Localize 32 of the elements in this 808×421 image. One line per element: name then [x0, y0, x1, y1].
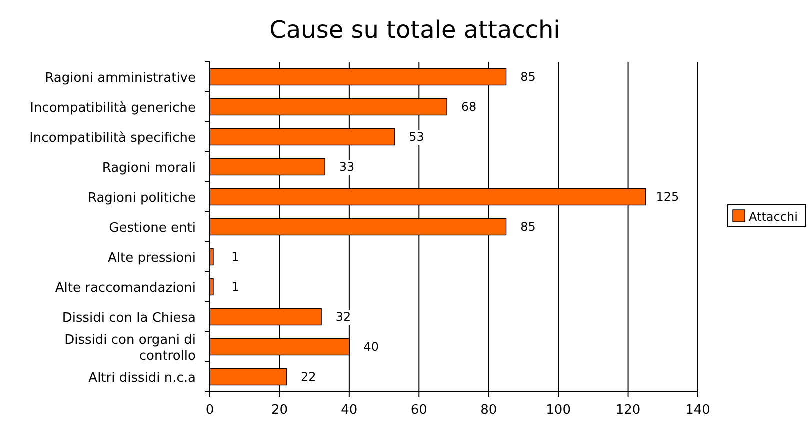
x-tick-label: 140 [686, 403, 710, 418]
x-tick-label: 40 [341, 403, 358, 418]
x-tick-label: 120 [616, 403, 641, 418]
data-label: 53 [409, 130, 424, 144]
x-tick-label: 60 [410, 403, 428, 418]
data-label: 40 [364, 340, 380, 354]
x-tick-label: 80 [480, 403, 498, 418]
data-label: 33 [339, 160, 355, 174]
y-tick-label: Alte raccomandazioni [55, 281, 196, 296]
y-tick-label: Ragioni morali [102, 161, 196, 176]
data-label: 85 [520, 220, 536, 234]
y-tick-label: Ragioni amministrative [45, 71, 196, 86]
chart-title: Cause su totale attacchi [270, 16, 560, 44]
y-tick-label: Ragioni politiche [88, 191, 196, 206]
data-label: 22 [301, 370, 316, 384]
legend-label: Attacchi [749, 210, 798, 224]
x-tick-label: 0 [206, 403, 214, 418]
data-label: 68 [461, 100, 477, 114]
data-label: 125 [656, 190, 680, 204]
data-label: 32 [336, 310, 352, 324]
x-tick-label: 20 [271, 403, 288, 418]
y-tick-label: Dissidi con la Chiesa [62, 311, 196, 326]
y-tick-label: Dissidi con organi di controllo [64, 333, 196, 364]
data-label: 85 [520, 70, 536, 84]
y-tick-label: Alte pressioni [108, 251, 196, 266]
y-tick-label: Incompatibilità generiche [30, 101, 196, 116]
y-tick-label: Altri dissidi n.c.a [88, 371, 196, 386]
y-tick-label: Incompatibilità specifiche [30, 131, 196, 146]
y-tick-label: Gestione enti [109, 221, 196, 236]
x-tick-label: 100 [546, 403, 571, 418]
data-label: 1 [232, 250, 240, 264]
data-label: 1 [232, 280, 240, 294]
